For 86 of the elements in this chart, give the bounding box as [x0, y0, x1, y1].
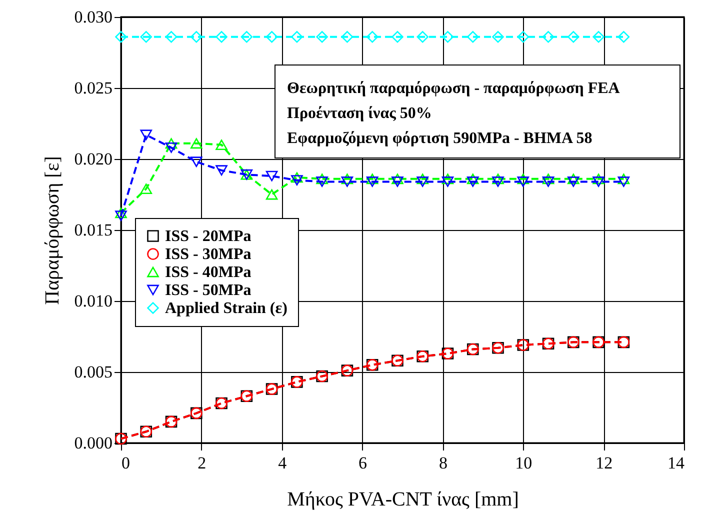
point — [140, 30, 152, 43]
point — [266, 189, 278, 200]
point — [492, 174, 504, 184]
point — [115, 208, 127, 218]
point — [392, 176, 404, 187]
y-tick-label: 0.015 — [74, 220, 112, 240]
point — [466, 30, 479, 43]
point — [140, 184, 152, 194]
legend-label: ISS - 50MPa — [165, 282, 252, 299]
x-tick-label: 12 — [596, 454, 613, 472]
point — [291, 175, 303, 186]
point — [542, 174, 554, 184]
point — [216, 140, 228, 150]
point — [618, 176, 630, 187]
point — [316, 176, 328, 187]
point — [341, 30, 354, 43]
point — [618, 174, 630, 184]
point — [165, 138, 178, 149]
point — [442, 174, 454, 184]
y-tick-label: 0.020 — [74, 150, 112, 168]
x-tick-label: 2 — [198, 454, 206, 472]
point — [542, 30, 554, 43]
point — [592, 30, 604, 43]
point — [240, 30, 253, 43]
x-tick-label: 4 — [278, 454, 288, 472]
legend-label: ISS - 30MPa — [165, 246, 252, 263]
point — [190, 156, 202, 168]
point — [316, 30, 328, 43]
x-tick-label: 0 — [122, 454, 130, 472]
point — [492, 30, 504, 43]
point — [517, 176, 530, 187]
point — [266, 170, 278, 182]
point — [341, 174, 354, 184]
y-tick-label: 0.025 — [74, 78, 112, 98]
point — [392, 174, 404, 184]
point — [366, 174, 378, 184]
point — [165, 30, 178, 43]
y-tick-label: 0.005 — [74, 362, 112, 382]
point — [442, 30, 454, 43]
annotation: Προένταση ίνας 50% — [287, 105, 432, 122]
point — [492, 176, 504, 187]
point — [216, 30, 228, 43]
x-tick-label: 6 — [358, 454, 368, 472]
point — [466, 176, 479, 187]
point — [618, 30, 630, 43]
point — [291, 172, 303, 183]
legend-label: ISS - 40MPa — [165, 264, 252, 281]
point — [291, 30, 303, 43]
point — [366, 30, 378, 43]
point — [416, 176, 428, 187]
point — [592, 176, 604, 187]
point — [341, 176, 354, 187]
point — [466, 174, 479, 184]
point — [442, 176, 454, 187]
point — [366, 176, 378, 187]
legend-label: ISS - 20MPa — [165, 228, 252, 245]
point — [517, 174, 530, 184]
point — [517, 30, 530, 43]
y-tick-label: 0.030 — [74, 8, 112, 26]
point — [568, 30, 580, 43]
point — [568, 176, 580, 187]
point — [542, 176, 554, 187]
point — [266, 30, 278, 43]
point — [416, 174, 428, 184]
point — [216, 165, 228, 176]
x-tick-label: 14 — [668, 454, 685, 472]
point — [165, 142, 178, 153]
point — [568, 174, 580, 184]
y-tick-label: 0.000 — [74, 434, 112, 452]
annotation: Θεωρητική παραμόρφωση - παραμόρφωση FEA — [287, 80, 620, 97]
point — [140, 130, 152, 140]
point — [592, 174, 604, 184]
x-axis-title: Μήκος PVA-CNT ίνας [mm] — [287, 488, 519, 510]
point — [190, 30, 202, 43]
y-tick-label: 0.010 — [74, 292, 112, 310]
y-axis-title: Παραμόρφωση [ε] — [41, 156, 64, 305]
point — [416, 30, 428, 43]
point — [115, 210, 127, 221]
x-tick-label: 10 — [515, 454, 532, 472]
point — [115, 30, 127, 43]
x-tick-label: 8 — [438, 454, 448, 472]
point — [392, 30, 404, 43]
point — [316, 174, 328, 184]
point — [190, 138, 202, 149]
legend-label: Applied Strain (ε) — [165, 300, 288, 317]
annotation: Εφαρμοζόμενη φόρτιση 590MPa - BHMA 58 — [287, 130, 592, 147]
